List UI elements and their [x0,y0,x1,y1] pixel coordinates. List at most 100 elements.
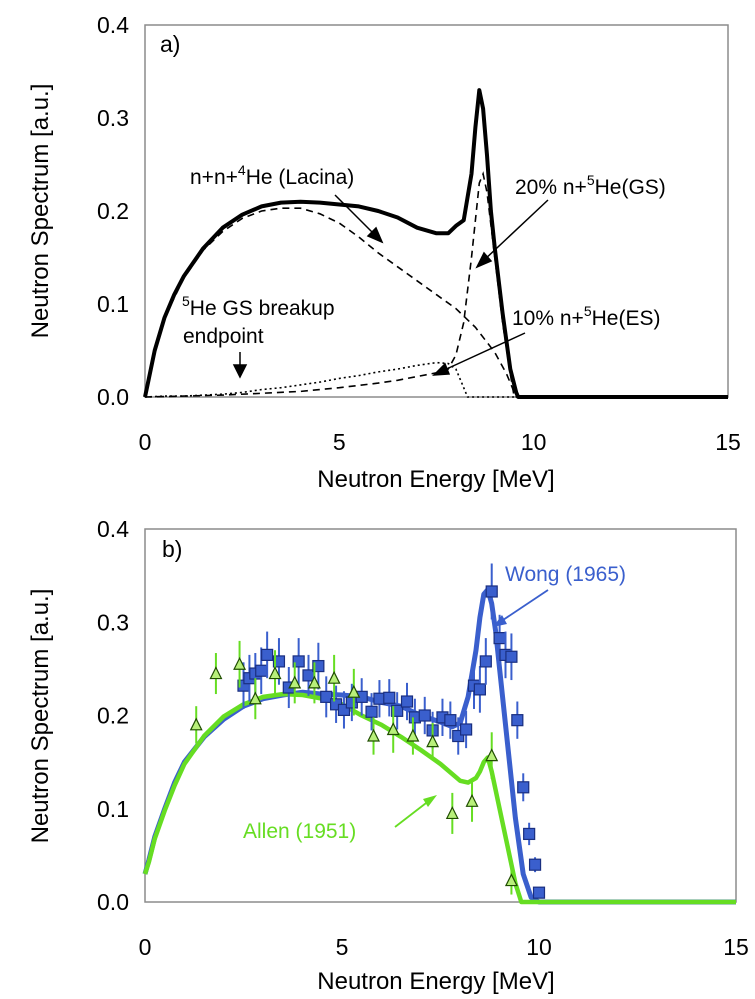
series-layer [143,88,728,399]
y-axis-ticks: 0.0 0.1 0.2 0.3 0.4 [97,516,129,915]
data-point-wong-1965 [320,690,333,703]
panel-a: a) 0.0 0.1 0.2 0.3 0.4 0 5 10 15 Neutron Spectr… [27,12,741,493]
arrow-lacina [334,194,379,239]
x-axis-ticks: 0 5 10 15 [139,429,741,455]
y-axis-title: Neutron Spectrum [a.u.] [27,589,54,844]
panel-label: b) [162,536,182,562]
y-tick-label: 0.1 [97,291,129,317]
series-line-10-n-5he-es [144,361,728,398]
x-tick-label: 5 [333,429,346,455]
x-tick-label: 10 [521,429,547,455]
data-point-wong-1965 [292,655,305,668]
arrow-wong-head [493,615,507,627]
data-point-wong-1965 [485,585,498,598]
annotation-breakup-sup: 5 [182,293,190,309]
data-point-wong-1965 [517,781,530,794]
annotation-gs: 20% n+5He(GS) [515,172,666,199]
data-point-wong-1965 [452,729,465,743]
data-point-wong-1965 [365,705,378,718]
data-point-wong-1965 [255,664,268,677]
arrow-lacina-head [366,226,384,244]
annotation-lacina-text-2: He (Lacina) [246,166,355,189]
annotation-es-text-1: 10% n+ [512,307,584,330]
data-point-wong-1965 [312,659,325,673]
annotation-lacina-sup: 4 [238,162,246,178]
data-point-allen-1951 [426,734,440,748]
data-point-allen-1951 [189,717,203,731]
data-point-allen-1951 [268,666,282,680]
annotation-breakup-text: He GS breakup [190,297,335,320]
arrow-wong [499,589,549,623]
data-point-wong-1965 [528,858,542,871]
annotation-lacina: n+n+4He (Lacina) [190,162,354,189]
x-axis-title: Neutron Energy [MeV] [317,466,554,493]
series-layer [142,563,736,905]
annotation-endpoint: endpoint [183,325,264,348]
data-point-allen-1951 [327,670,341,684]
legend-label-allen: Allen (1951) [243,820,356,843]
arrow-endpoint-head [232,364,248,379]
arrow-allen-head [423,795,437,807]
y-tick-label: 0.1 [97,796,129,822]
annotation-es-sup: 5 [584,303,592,319]
y-tick-label: 0.4 [97,12,129,38]
annotation-gs-text-1: 20% n+ [515,176,587,199]
data-point-wong-1965 [400,695,414,708]
series-curve-wong-1965 [142,587,736,905]
series-line-total [143,88,728,399]
annotation-es-text-2: He(ES) [592,307,661,330]
data-point-wong-1965 [444,714,457,727]
legend-label-wong: Wong (1965) [505,563,626,586]
data-point-wong-1965 [272,655,286,668]
annotation-arrows [232,194,549,379]
x-tick-label: 15 [715,429,741,455]
data-point-wong-1965 [383,691,396,704]
data-point-wong-1965 [473,683,486,696]
data-point-wong-1965 [479,655,492,668]
annotation-breakup: 5He GS breakup [182,293,335,320]
plot-area-frame [144,528,737,903]
data-point-wong-1965 [391,704,404,717]
annotation-gs-text-2: He(GS) [595,176,666,199]
data-point-allen-1951 [233,656,247,670]
arrow-gs [481,199,549,263]
data-point-wong-1965 [532,886,546,899]
x-axis-ticks: 0 5 10 15 [139,934,749,960]
series-curve-allen-1951 [142,691,736,905]
y-axis-title: Neutron Spectrum [a.u.] [27,84,54,339]
y-tick-label: 0.2 [97,198,129,224]
x-tick-label: 15 [723,934,749,960]
arrow-es-head [432,362,451,376]
arrow-allen [394,799,431,828]
data-point-wong-1965 [418,709,431,722]
x-tick-label: 0 [139,429,152,455]
series-line-n-n-4he-lacina [144,207,517,398]
x-tick-label: 10 [526,934,552,960]
y-tick-label: 0.4 [97,516,129,542]
y-tick-label: 0.3 [97,609,129,635]
data-point-wong-1965 [505,650,518,663]
y-axis-ticks: 0.0 0.1 0.2 0.3 0.4 [97,12,129,410]
data-point-allen-1951 [504,873,518,887]
panel-label: a) [160,31,180,57]
arrow-gs-head [475,251,493,269]
data-point-allen-1951 [485,748,499,762]
data-point-wong-1965 [261,648,274,661]
y-tick-label: 0.0 [97,384,129,410]
y-tick-label: 0.2 [97,703,129,729]
data-point-allen-1951 [406,728,420,742]
y-tick-label: 0.3 [97,105,129,131]
data-point-allen-1951 [209,666,223,680]
annotation-arrows [394,589,549,828]
data-point-allen-1951 [307,675,321,689]
x-tick-label: 5 [336,934,349,960]
data-point-allen-1951 [465,793,479,807]
annotation-es: 10% n+5He(ES) [512,303,660,330]
data-point-wong-1965 [511,714,524,727]
x-tick-label: 0 [139,934,152,960]
data-point-wong-1965 [493,632,506,645]
y-tick-label: 0.0 [97,889,129,915]
data-point-wong-1965 [460,723,473,736]
annotation-lacina-text-1: n+n+ [190,166,238,189]
